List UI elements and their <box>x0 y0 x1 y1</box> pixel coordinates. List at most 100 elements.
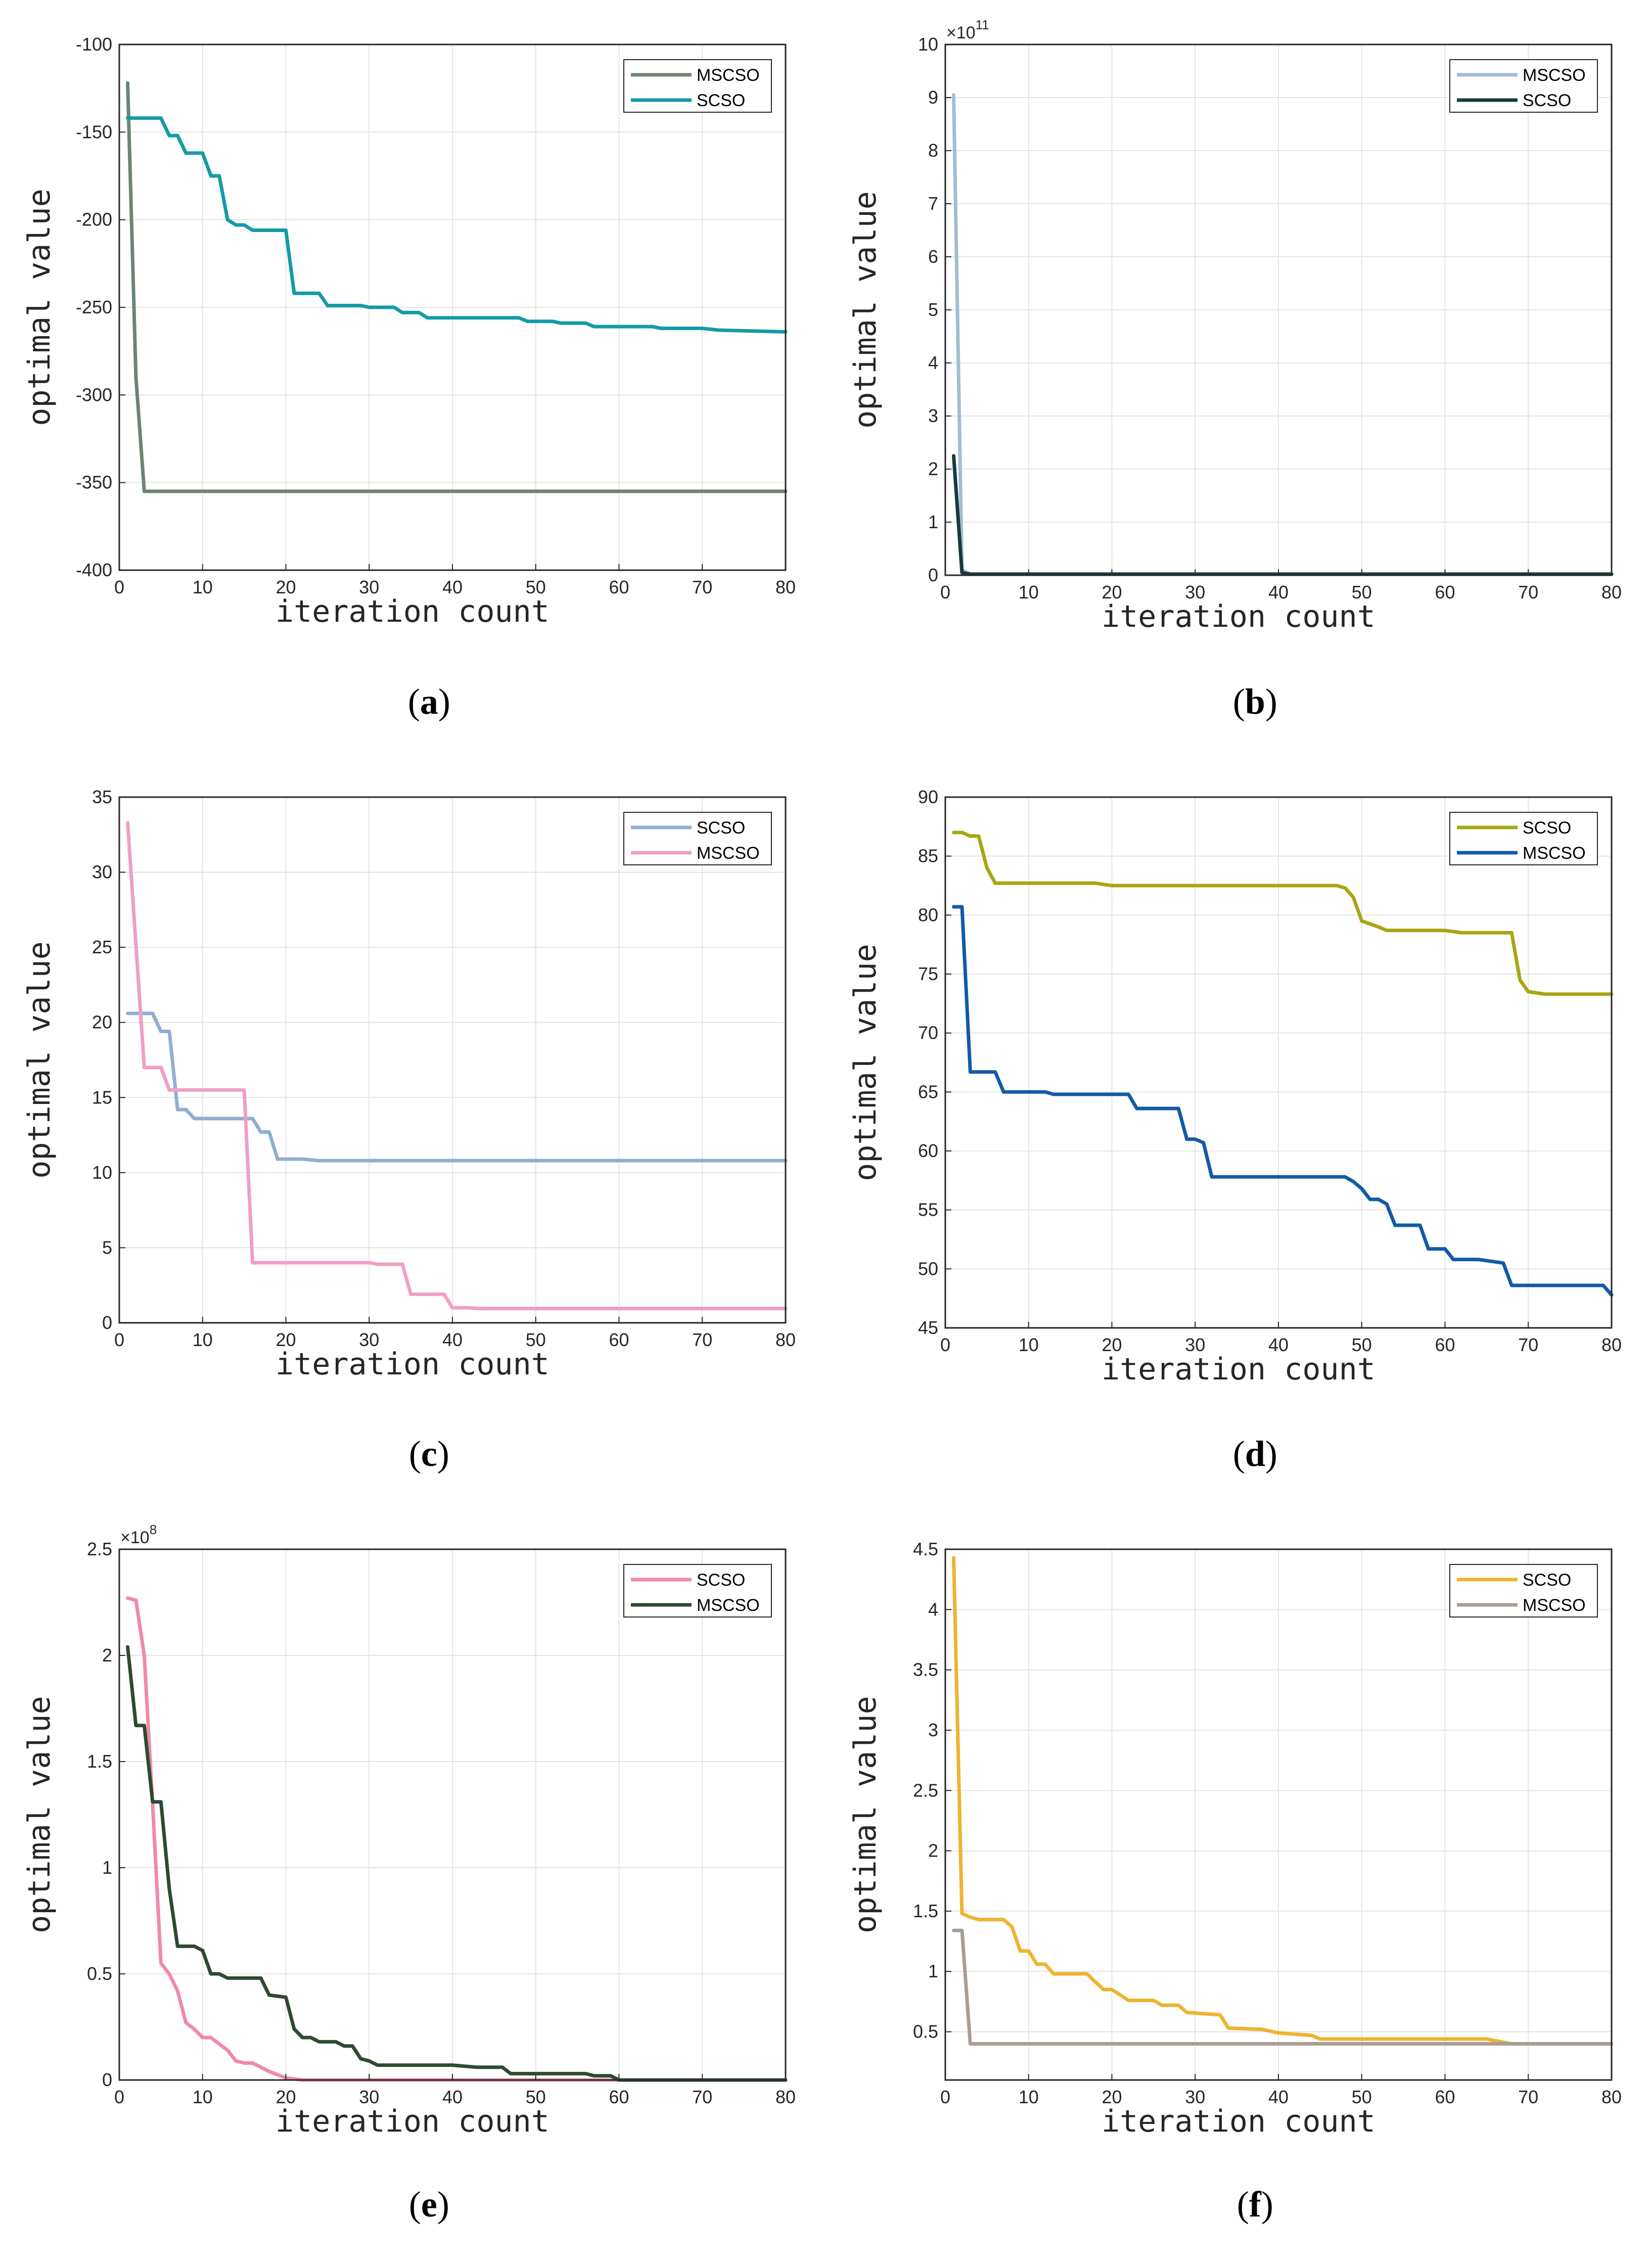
y-tick-label: 10 <box>92 1162 112 1183</box>
y-tick-label: 3 <box>928 1720 938 1740</box>
legend-label-mscso: MSCSO <box>1523 66 1586 85</box>
legend-box <box>1449 1564 1598 1618</box>
x-tick-label: 10 <box>193 1329 213 1350</box>
x-tick-label: 0 <box>940 1334 950 1355</box>
x-tick-label: 50 <box>526 577 546 597</box>
x-tick-label: 30 <box>1185 1334 1205 1355</box>
x-axis-label: iteration count <box>276 2104 549 2139</box>
x-axis-label: iteration count <box>1102 1352 1375 1387</box>
x-axis-label: iteration count <box>1102 599 1375 634</box>
x-tick-label: 30 <box>359 577 379 597</box>
series-line-mscso <box>126 1645 788 2082</box>
legend-label-mscso: MSCSO <box>1523 844 1586 863</box>
x-tick-label: 20 <box>1102 582 1122 603</box>
y-tick-label: 55 <box>918 1199 938 1220</box>
caption-open-paren: ( <box>409 2184 421 2225</box>
x-tick-label: 0 <box>114 2087 124 2107</box>
y-tick-label: 4 <box>928 1599 938 1620</box>
x-tick-label: 40 <box>442 577 463 597</box>
y-axis-label: optimal value <box>848 1696 883 1933</box>
x-tick-label: 30 <box>1185 2087 1205 2107</box>
axis-exponent-power: 8 <box>150 1522 157 1537</box>
caption-close-paren: ) <box>437 2184 449 2225</box>
axis-exponent-base: ×10 <box>946 23 976 42</box>
series-line-scso <box>126 116 788 334</box>
legend-label-mscso: MSCSO <box>697 1596 760 1615</box>
caption-close-paren: ) <box>1265 1434 1277 1474</box>
legend: SCSO MSCSO <box>1449 1564 1598 1618</box>
legend-box <box>623 1564 772 1618</box>
x-axis-label: iteration count <box>276 1347 549 1382</box>
legend-label-scso: SCSO <box>697 818 745 838</box>
y-tick-label: 90 <box>918 787 938 807</box>
x-tick-label: 30 <box>359 2087 379 2107</box>
caption-letter: f <box>1249 2184 1262 2225</box>
panel-caption: (d) <box>1233 1434 1277 1474</box>
caption-close-paren: ) <box>438 681 450 722</box>
chart-panel-b: 0 10 20 30 40 50 60 70 80 0 1 2 3 4 5 6 7 8 9 10 ×1011 iterat… <box>848 17 1622 722</box>
legend: SCSO MSCSO <box>623 812 772 865</box>
caption-letter: d <box>1245 1434 1265 1474</box>
y-tick-label: -250 <box>76 297 112 317</box>
legend: SCSO MSCSO <box>623 1564 772 1618</box>
y-tick-label: 4.5 <box>913 1539 938 1559</box>
chart-panel-e: 0 10 20 30 40 50 60 70 80 0 0.5 1 1.5 2 2.5 ×108 iterati… <box>22 1522 796 2225</box>
series-line-mscso <box>126 81 788 493</box>
y-tick-label: 2.5 <box>913 1780 938 1800</box>
legend-label-mscso: MSCSO <box>1523 1596 1586 1615</box>
axis-exponent-base: ×10 <box>120 1528 150 1547</box>
y-tick-label: -400 <box>76 560 112 580</box>
caption-close-paren: ) <box>1265 681 1277 722</box>
axis-exponent-power: 11 <box>976 17 989 32</box>
legend: SCSO MSCSO <box>1449 812 1598 865</box>
chart-panel-d: 0 10 20 30 40 50 60 70 80 45 50 55 60 65 70 75 80 85 90 ite… <box>848 787 1622 1474</box>
y-tick-label: 20 <box>92 1012 112 1033</box>
panel-caption: (b) <box>1233 681 1277 722</box>
y-tick-label: 2 <box>928 1840 938 1861</box>
series-line-scso <box>952 1556 1614 2046</box>
y-tick-label: 3.5 <box>913 1659 938 1680</box>
series-line-scso <box>126 1596 788 2082</box>
x-tick-label: 70 <box>692 577 712 597</box>
y-tick-label: 1.5 <box>87 1751 112 1772</box>
panel-caption: (f) <box>1237 2184 1273 2225</box>
x-tick-label: 50 <box>1352 1334 1372 1355</box>
legend-label-scso: SCSO <box>697 1570 745 1590</box>
y-tick-label: 6 <box>928 246 938 267</box>
chart-panel-f: 0 10 20 30 40 50 60 70 80 0.5 1 1.5 2 2.5 3 3.5 4 4.5 iter… <box>848 1539 1622 2225</box>
x-tick-label: 0 <box>114 1329 124 1350</box>
y-tick-label: 5 <box>928 299 938 320</box>
y-tick-label: 2 <box>928 458 938 479</box>
x-tick-label: 30 <box>359 1329 379 1350</box>
y-tick-label: 1.5 <box>913 1901 938 1921</box>
x-tick-label: 20 <box>276 577 296 597</box>
x-tick-label: 60 <box>1435 582 1455 603</box>
panel-caption: (a) <box>408 681 450 722</box>
series-line-mscso <box>952 1928 1614 2046</box>
y-tick-label: 8 <box>928 140 938 161</box>
x-tick-label: 80 <box>775 2087 796 2107</box>
y-tick-label: 0 <box>102 2069 112 2090</box>
y-tick-label: 1 <box>102 1857 112 1878</box>
x-tick-label: 40 <box>1268 582 1289 603</box>
x-tick-label: 50 <box>1352 582 1372 603</box>
axis-exponent: ×108 <box>120 1522 157 1547</box>
x-tick-label: 40 <box>1268 1334 1289 1355</box>
caption-letter: e <box>421 2184 437 2225</box>
y-tick-label: 60 <box>918 1140 938 1161</box>
legend-label-scso: SCSO <box>1523 1570 1571 1590</box>
x-tick-label: 60 <box>1435 1334 1455 1355</box>
legend-label-mscso: MSCSO <box>697 66 760 85</box>
y-tick-label: 5 <box>102 1237 112 1258</box>
legend: MSCSO SCSO <box>1449 59 1598 113</box>
y-tick-label: 45 <box>918 1317 938 1338</box>
y-tick-label: -150 <box>76 121 112 142</box>
y-tick-label: 1 <box>928 512 938 532</box>
x-tick-label: 70 <box>692 1329 712 1350</box>
caption-open-paren: ( <box>1233 681 1245 722</box>
y-tick-label: -300 <box>76 384 112 405</box>
y-tick-label: 25 <box>92 937 112 957</box>
y-tick-label: 85 <box>918 846 938 866</box>
y-tick-label: 30 <box>92 862 112 883</box>
